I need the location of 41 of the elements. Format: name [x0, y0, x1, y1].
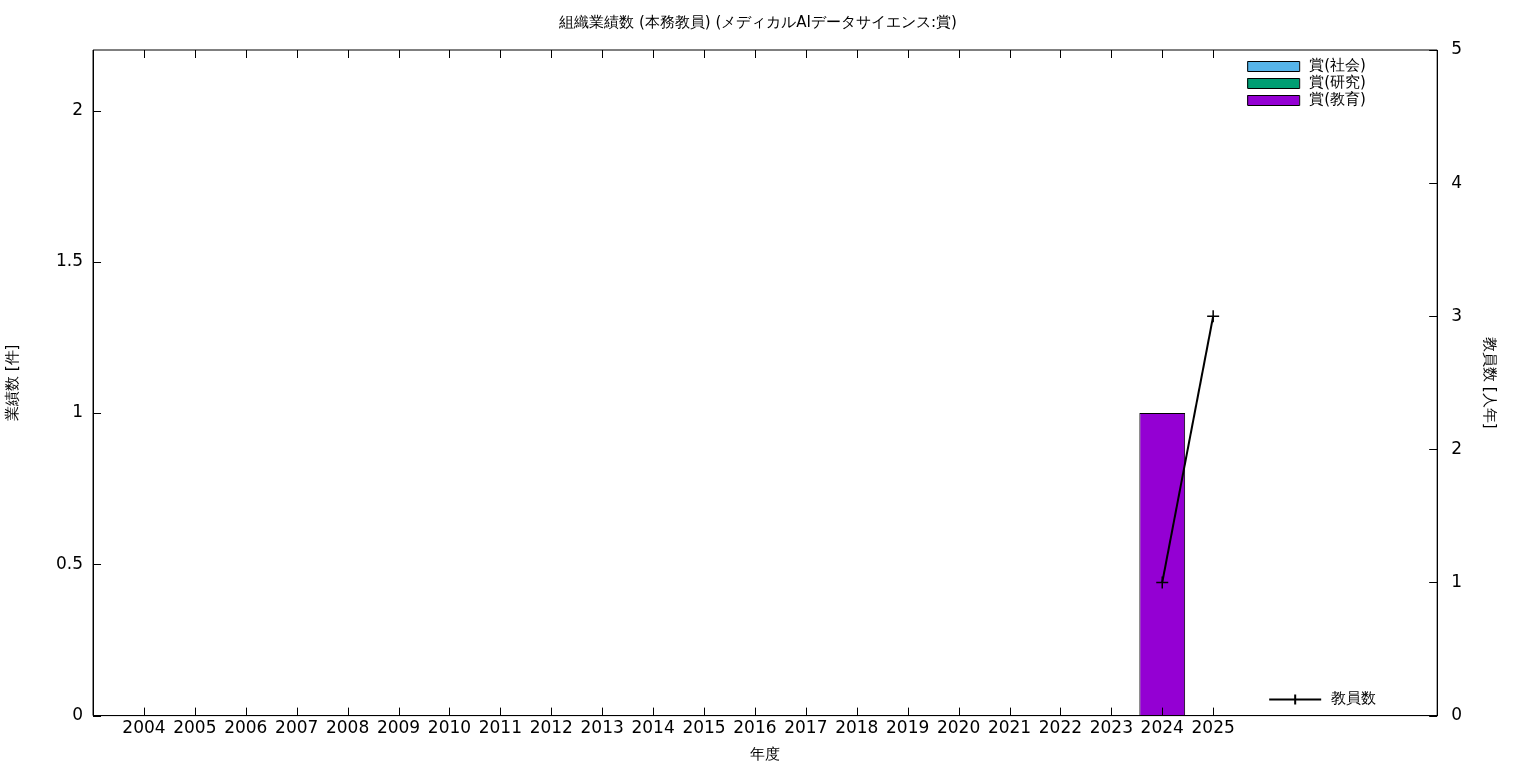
x-tick-label: 2016 — [733, 717, 777, 738]
x-tick-label: 2014 — [631, 717, 675, 738]
y-axis-title: 業績数 [件] — [2, 344, 21, 422]
x-tick-label: 2012 — [529, 717, 573, 738]
y-tick-label: 1.5 — [55, 250, 84, 271]
x-tick-label: 2019 — [886, 717, 930, 738]
x-tick-label: 2020 — [936, 717, 981, 738]
y2-tick-label: 5 — [1451, 38, 1463, 59]
x-tick-label: 2006 — [224, 717, 268, 738]
x-tick-label: 2007 — [275, 717, 319, 738]
x-tick-label: 2010 — [427, 717, 472, 738]
x-tick-label: 2017 — [784, 717, 828, 738]
y-tick-label: 1 — [72, 401, 84, 422]
x-tick-label: 2013 — [580, 717, 624, 738]
x-tick-label: 2021 — [987, 717, 1032, 738]
x-tick-label: 2009 — [376, 717, 421, 738]
y-tick-label: 0 — [72, 704, 84, 725]
x-tick-label: 2015 — [682, 717, 726, 738]
legend-label: 賞(社会) — [1309, 55, 1366, 74]
legend-label: 教員数 — [1331, 689, 1377, 708]
y2-tick-label: 1 — [1451, 570, 1463, 591]
y2-axis-title: 教員数 [人年] — [1481, 337, 1500, 429]
legend-label: 賞(教育) — [1309, 89, 1366, 108]
x-tick-label: 2004 — [122, 717, 166, 738]
y2-tick-label: 4 — [1451, 171, 1463, 192]
x-tick-label: 2018 — [835, 717, 879, 738]
x-axis-title: 年度 — [750, 744, 781, 763]
y2-tick-label: 0 — [1451, 704, 1463, 725]
legend-label: 賞(研究) — [1309, 72, 1366, 91]
x-tick-label: 2023 — [1089, 717, 1133, 738]
x-tick-label: 2008 — [325, 717, 370, 738]
x-tick-label: 2024 — [1140, 717, 1184, 738]
chart-title: 組織業績数 (本務教員) (メディカルAIデータサイエンス:賞) — [558, 12, 957, 31]
x-tick-label: 2022 — [1038, 717, 1083, 738]
y2-tick-label: 3 — [1451, 304, 1463, 325]
x-tick-label: 2005 — [173, 717, 217, 738]
y-tick-label: 0.5 — [55, 552, 84, 573]
x-tick-label: 2011 — [478, 717, 522, 738]
y2-tick-label: 2 — [1451, 437, 1463, 458]
y-tick-label: 2 — [72, 98, 84, 119]
x-tick-label: 2025 — [1191, 717, 1235, 738]
